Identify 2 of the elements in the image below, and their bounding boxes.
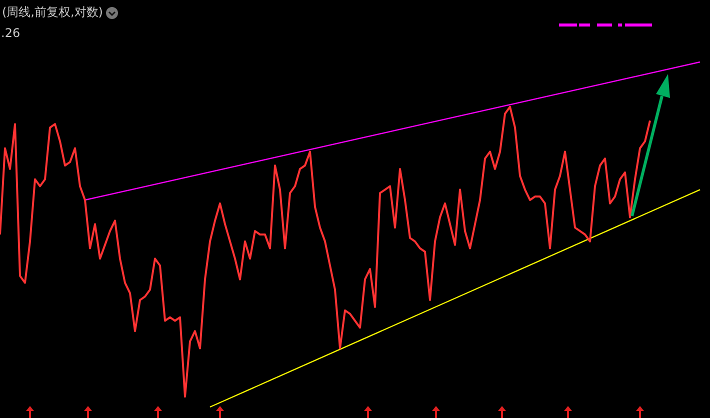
chart-title: (周线,前复权,对数) <box>2 4 103 21</box>
text: .26 <box>1 26 20 40</box>
